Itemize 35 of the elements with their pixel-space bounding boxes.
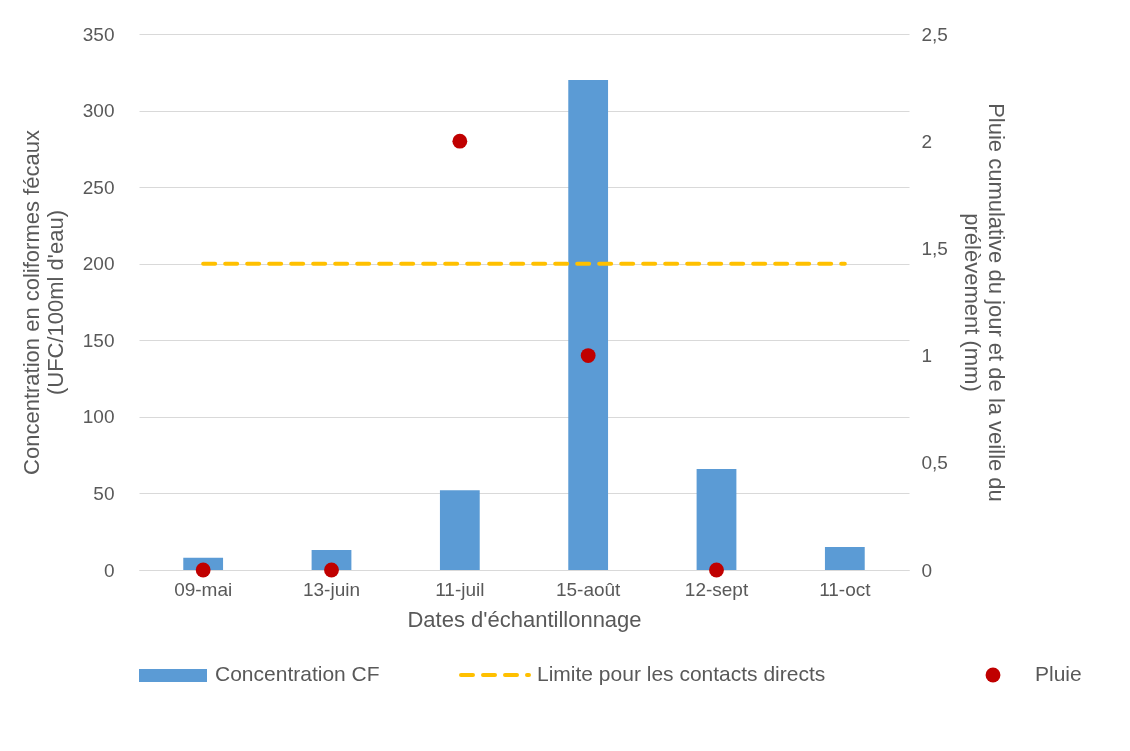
point bbox=[580, 348, 596, 363]
legend-label: Concentration CF bbox=[215, 662, 380, 685]
y-tick-label: 150 bbox=[82, 329, 115, 351]
y2-tick-label: 1 bbox=[921, 345, 933, 367]
y-tick-label: 350 bbox=[82, 23, 115, 45]
point bbox=[195, 562, 211, 578]
y-axis-title: Concentration en coliformes fécaux (UFC/100ml d'eau) bbox=[18, 130, 68, 475]
bar bbox=[568, 79, 609, 570]
x-tick-label: 09-mai bbox=[174, 578, 233, 600]
y2-axis-title: Pluie cumulative du jour et de la veille du prélèvement (mm) bbox=[959, 103, 1009, 502]
x-tick-label: 11-oct bbox=[819, 578, 872, 600]
x-tick-label: 11-juil bbox=[435, 578, 485, 600]
x-tick-label: 13-juin bbox=[302, 578, 361, 600]
y2-tick-label: 2 bbox=[921, 130, 933, 152]
y2-tick-label: 0 bbox=[921, 559, 933, 581]
y-tick-label: 100 bbox=[82, 406, 115, 428]
point bbox=[709, 562, 724, 578]
y-tick-label: 50 bbox=[93, 482, 115, 504]
legend-label: Pluie bbox=[1035, 662, 1082, 685]
y-tick-label: 200 bbox=[82, 253, 115, 275]
y2-tick-label: 0,5 bbox=[921, 452, 948, 474]
x-tick-label: 15-août bbox=[555, 578, 622, 600]
y2-tick-label: 2,5 bbox=[921, 23, 948, 45]
x-axis-title: Dates d'échantillonnage bbox=[407, 606, 642, 632]
bar bbox=[439, 490, 480, 570]
x-tick-label: 12-sept bbox=[684, 578, 749, 600]
y-tick-label: 250 bbox=[82, 176, 115, 198]
y-tick-label: 300 bbox=[82, 100, 115, 122]
bar bbox=[824, 547, 865, 570]
y2-tick-label: 1,5 bbox=[921, 237, 948, 259]
y-tick-label: 0 bbox=[103, 559, 115, 581]
bar bbox=[696, 468, 737, 570]
legend-label: Limite pour les contacts directs bbox=[537, 662, 826, 685]
point bbox=[324, 562, 339, 578]
point bbox=[452, 133, 468, 149]
